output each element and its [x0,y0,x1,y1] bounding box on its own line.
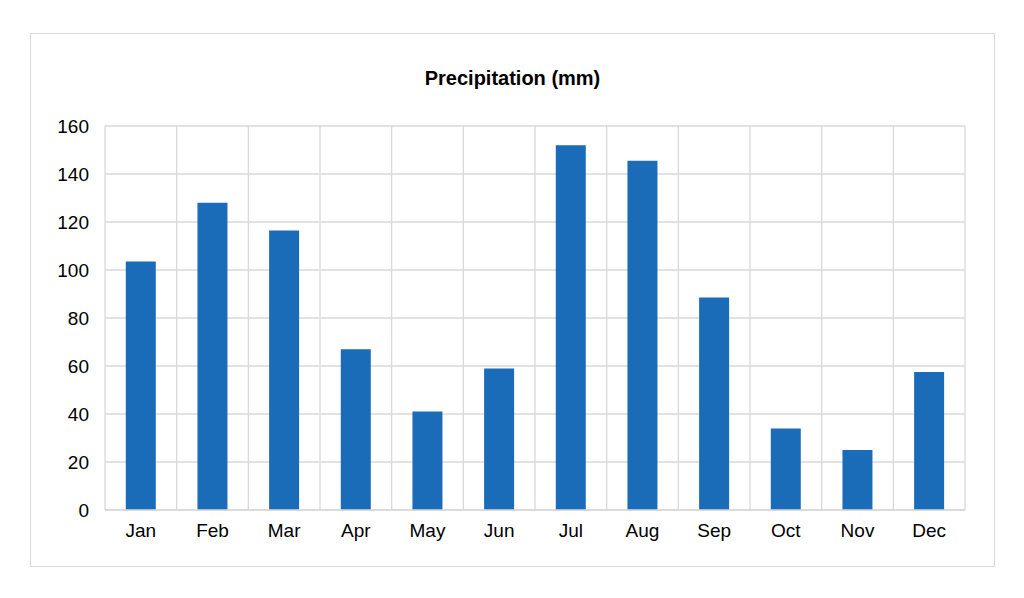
svg-text:160: 160 [57,116,89,137]
svg-text:40: 40 [68,404,89,425]
svg-text:Nov: Nov [841,520,875,541]
svg-text:Feb: Feb [196,520,229,541]
svg-text:Jan: Jan [126,520,157,541]
svg-text:Apr: Apr [341,520,371,541]
svg-text:Jul: Jul [559,520,583,541]
svg-text:Dec: Dec [912,520,946,541]
svg-text:80: 80 [68,308,89,329]
svg-text:Mar: Mar [268,520,301,541]
html-text:Precipitation (mm): Precipitation (mm) [424,67,601,89]
svg-text:140: 140 [57,164,89,185]
svg-text:Aug: Aug [626,520,660,541]
svg-text:20: 20 [68,452,89,473]
svg-text:100: 100 [57,260,89,281]
svg-text:0: 0 [78,500,89,521]
svg-text:60: 60 [68,356,89,377]
svg-text:Jun: Jun [484,520,515,541]
svg-text:120: 120 [57,212,89,233]
svg-text:Sep: Sep [697,520,731,541]
svg-text:Oct: Oct [771,520,801,541]
svg-text:May: May [410,520,446,541]
